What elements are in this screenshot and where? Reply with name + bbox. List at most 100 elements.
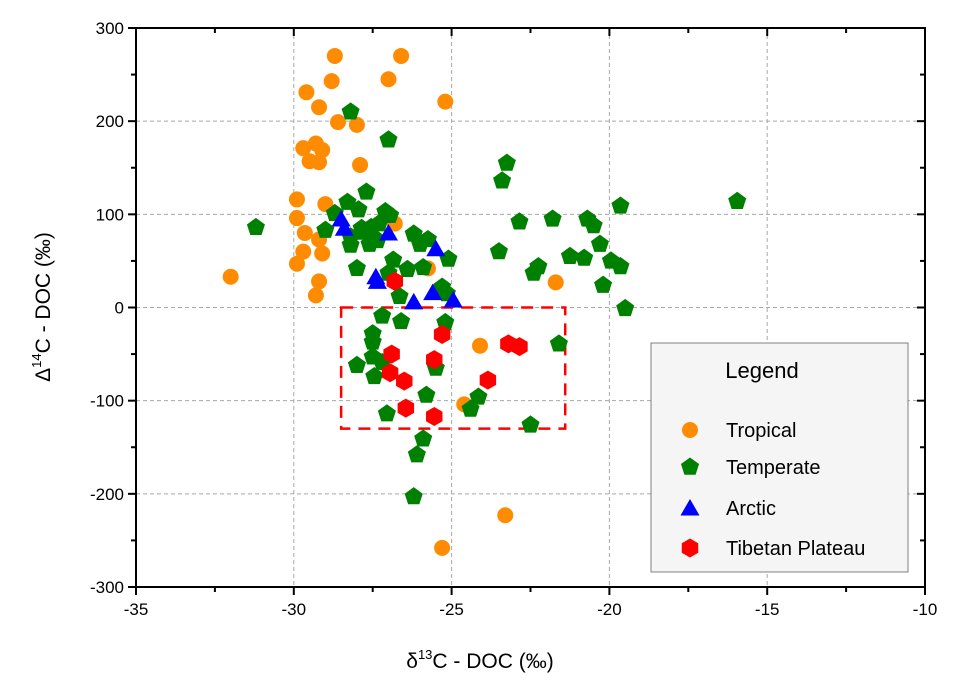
data-point-circle — [311, 154, 328, 171]
axes — [128, 27, 926, 595]
series-arctic — [331, 209, 463, 310]
data-point-pentagon — [510, 212, 529, 230]
data-point-pentagon — [611, 257, 630, 275]
legend-marker-hexagon — [681, 538, 699, 558]
y-tick-label: 100 — [96, 205, 124, 224]
data-point-triangle — [423, 283, 443, 301]
y-tick-label: -100 — [90, 392, 124, 411]
tick-labels: -35 -30 -25 -20 -15 -10 -300 -200 -100 0 100 200 300 — [90, 19, 937, 619]
data-point-circle — [329, 114, 346, 131]
data-point-pentagon — [461, 399, 480, 417]
data-point-pentagon — [575, 248, 594, 266]
data-point-pentagon — [341, 102, 360, 120]
data-point-hexagon — [426, 350, 443, 370]
data-point-circle — [352, 156, 369, 173]
data-point-circle — [472, 337, 489, 354]
data-point-pentagon — [418, 229, 437, 248]
legend-label: Arctic — [726, 498, 776, 520]
data-point-pentagon — [414, 257, 433, 276]
data-point-pentagon — [543, 209, 562, 227]
data-point-pentagon — [368, 230, 387, 249]
y-tick-label: -300 — [90, 578, 124, 597]
legend-label: Tibetan Plateau — [726, 538, 865, 560]
data-point-triangle — [367, 272, 387, 289]
data-point-pentagon — [363, 332, 382, 350]
data-point-triangle — [443, 291, 463, 308]
legend-entry-arctic: Arctic — [680, 498, 776, 520]
data-point-circle — [497, 507, 514, 524]
data-points — [222, 47, 747, 556]
x-tick-label: -10 — [913, 600, 938, 619]
data-point-pentagon — [381, 205, 400, 223]
data-point-hexagon — [433, 325, 451, 345]
data-point-pentagon — [521, 415, 540, 433]
highlight-dashed-box — [339, 306, 567, 430]
y-axis-title: Δ14C - DOC (‰) — [29, 232, 55, 382]
y-tick-label: 0 — [115, 299, 124, 318]
data-point-pentagon — [590, 234, 609, 252]
data-point-pentagon — [616, 298, 635, 317]
data-point-pentagon — [246, 217, 265, 236]
data-point-circle — [311, 273, 328, 290]
data-point-pentagon — [373, 306, 392, 324]
legend-entry-tropical: Tropical — [682, 420, 796, 442]
y-tick-label: -200 — [90, 485, 124, 504]
data-point-hexagon — [426, 407, 443, 426]
data-point-pentagon — [377, 404, 396, 422]
data-point-circle — [288, 210, 305, 227]
x-tick-label: -30 — [282, 600, 307, 619]
data-point-circle — [296, 224, 313, 241]
legend-entries: Tropical Temperate Arctic Tibetan Plateau — [680, 420, 865, 560]
y-tick-label: 200 — [96, 112, 124, 131]
y-axis-title-sup: 14 — [29, 353, 44, 367]
data-point-circle — [323, 73, 340, 90]
legend-entry-temperate: Temperate — [680, 457, 821, 479]
legend-label: Temperate — [726, 457, 821, 479]
legend-entry-tibetan-plateau: Tibetan Plateau — [681, 538, 865, 560]
data-point-circle — [314, 142, 331, 159]
data-point-pentagon — [357, 182, 376, 200]
data-point-pentagon — [417, 385, 436, 403]
data-point-circle — [380, 71, 397, 88]
x-axis-title: δ13C - DOC (‰) — [406, 647, 554, 673]
data-point-triangle — [426, 239, 446, 257]
data-point-pentagon — [384, 250, 403, 268]
data-point-hexagon — [511, 337, 528, 357]
data-point-pentagon — [347, 355, 366, 373]
data-point-circle — [437, 93, 454, 110]
data-point-circle — [434, 539, 451, 556]
legend-box — [650, 342, 909, 573]
data-point-pentagon — [436, 312, 455, 331]
data-point-circle — [547, 274, 564, 291]
legend: Legend Tropical Temperate Arctic Tibetan Pl… — [650, 342, 909, 573]
data-point-triangle — [334, 219, 354, 236]
x-axis-title-rest: C - DOC (‰) — [432, 650, 553, 673]
data-point-pentagon — [398, 259, 417, 277]
data-point-pentagon — [584, 216, 603, 234]
data-point-pentagon — [611, 196, 630, 214]
legend-title: Legend — [725, 358, 798, 383]
data-point-pentagon — [549, 334, 568, 352]
data-point-pentagon — [414, 429, 433, 447]
data-point-circle — [222, 268, 239, 285]
data-point-hexagon — [386, 271, 404, 291]
data-point-pentagon — [469, 387, 488, 405]
data-point-hexagon — [479, 370, 497, 390]
data-point-circle — [311, 99, 328, 116]
data-point-pentagon — [341, 235, 360, 253]
data-point-pentagon — [497, 153, 516, 171]
data-point-pentagon — [524, 263, 543, 281]
data-point-hexagon — [383, 344, 400, 364]
x-axis-title-prefix: δ — [406, 650, 418, 673]
data-point-hexagon — [396, 371, 413, 391]
data-point-pentagon — [347, 258, 366, 277]
legend-marker-triangle — [680, 499, 700, 516]
data-point-circle — [326, 47, 343, 64]
data-point-pentagon — [349, 200, 368, 218]
x-tick-label: -25 — [439, 600, 464, 619]
series-tropical — [222, 47, 564, 556]
x-tick-label: -35 — [124, 600, 149, 619]
data-point-circle — [314, 245, 331, 262]
data-point-circle — [295, 140, 312, 157]
